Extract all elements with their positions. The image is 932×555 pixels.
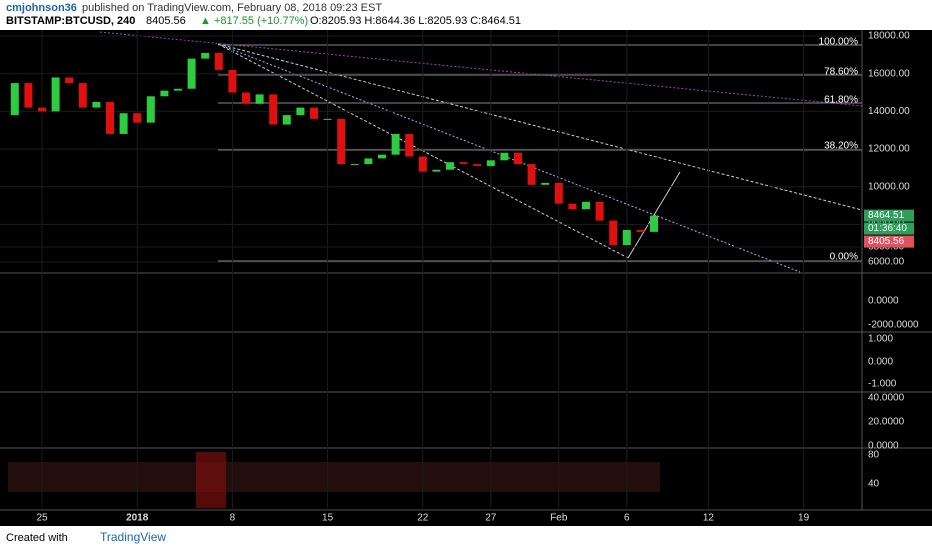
stoch-axis-label: 1.000 — [868, 334, 893, 345]
symbol: BITSTAMP:BTCUSD, 240 — [6, 15, 135, 27]
candle — [255, 94, 264, 104]
x-tick-label: 25 — [36, 513, 48, 524]
candle — [65, 77, 74, 84]
candle — [160, 90, 169, 97]
rsi-band — [8, 462, 660, 492]
candle — [446, 162, 454, 170]
stoch-axis-label: 0.000 — [868, 357, 893, 368]
candle — [310, 107, 318, 119]
candle — [78, 83, 87, 108]
volume-axis-label: 0.0000 — [868, 441, 899, 452]
fib-label: 38.20% — [824, 141, 858, 152]
candle — [92, 101, 101, 108]
y-tick-label: 12000.00 — [868, 144, 910, 155]
candle — [541, 182, 550, 185]
candle — [323, 118, 332, 120]
fib-label: 0.00% — [830, 252, 858, 263]
candle — [133, 113, 142, 123]
candle — [405, 133, 414, 157]
y-tick-label: 16000.00 — [868, 68, 910, 79]
macd-axis-label: 0.0000 — [868, 296, 899, 307]
candle — [10, 83, 19, 116]
y-tick-label: 18000.00 — [868, 31, 910, 42]
candle — [174, 88, 182, 91]
candle — [228, 69, 237, 93]
x-tick-label: 12 — [703, 513, 715, 524]
volume-axis-label: 20.0000 — [868, 417, 905, 428]
candle — [378, 154, 386, 159]
candle — [459, 162, 468, 165]
candle — [119, 113, 128, 134]
price: 8405.56 — [146, 15, 186, 27]
candle — [364, 158, 373, 165]
x-tick-label: 6 — [624, 513, 630, 524]
rsi-axis-label: 80 — [868, 450, 880, 461]
candle — [201, 52, 210, 59]
candle — [146, 96, 155, 123]
candle — [554, 182, 563, 204]
ohlc: O:8205.93 H:8644.36 L:8205.93 C:8464.51 — [310, 15, 521, 27]
candle — [527, 164, 536, 185]
x-tick-label: 2018 — [126, 513, 149, 524]
candle — [609, 220, 618, 246]
candle — [486, 160, 495, 166]
candle — [391, 133, 400, 155]
fib-label: 78.60% — [824, 67, 858, 78]
candle — [269, 94, 278, 125]
fib-label: 61.80% — [824, 95, 858, 106]
candle — [214, 52, 223, 70]
x-tick-label: 19 — [798, 513, 810, 524]
candle — [106, 101, 114, 134]
y-tick-label: 10000.00 — [868, 181, 910, 192]
candle — [473, 164, 482, 166]
pane-separators — [0, 30, 932, 511]
candle — [296, 107, 305, 116]
countdown-tag — [864, 222, 914, 235]
volume-axis-label: 40.0000 — [868, 393, 905, 404]
footer — [0, 526, 932, 550]
candle — [24, 83, 33, 108]
x-tick-label: Feb — [550, 513, 568, 524]
candle — [650, 215, 658, 232]
author[interactable]: cmjohnson36 — [6, 2, 77, 14]
countdown: 01:36:40 — [868, 223, 907, 234]
fib-label: 100.00% — [819, 37, 859, 48]
x-tick-label: 22 — [417, 513, 429, 524]
candle — [514, 152, 522, 165]
created-with: Created with — [6, 532, 68, 544]
rsi-axis-label: 40 — [868, 479, 880, 490]
candle — [595, 201, 604, 221]
candle — [568, 203, 577, 210]
y-tick-label: 14000.00 — [868, 106, 910, 117]
macd-axis-label: -2000.0000 — [868, 320, 919, 331]
x-tick-label: 15 — [322, 513, 334, 524]
x-tick-label: 8 — [230, 513, 236, 524]
prev-price-tag — [864, 235, 914, 248]
candle — [282, 115, 291, 125]
published: published on TradingView.com, February 0… — [82, 2, 382, 14]
last-price: 8464.51 — [868, 210, 905, 221]
candle — [622, 230, 631, 246]
candle — [51, 77, 60, 112]
candle — [418, 156, 427, 172]
y-tick-label: 6000.00 — [868, 257, 905, 268]
x-tick-label: 27 — [485, 513, 497, 524]
candle — [500, 152, 509, 161]
candle — [337, 118, 346, 165]
candle — [350, 164, 359, 166]
last-price-tag — [864, 209, 914, 222]
change: ▲ +817.55 (+10.77%) — [200, 15, 308, 27]
candle — [242, 92, 250, 104]
stoch-axis-label: -1.000 — [868, 379, 897, 390]
brand[interactable]: TradingView — [100, 530, 166, 544]
candle — [432, 169, 441, 172]
prev-price: 8405.56 — [868, 236, 905, 247]
candle — [38, 107, 46, 112]
candle — [187, 58, 196, 89]
rsi-highlight — [196, 452, 226, 508]
candle — [636, 230, 645, 232]
chart-area — [0, 30, 932, 526]
candle — [582, 201, 590, 210]
